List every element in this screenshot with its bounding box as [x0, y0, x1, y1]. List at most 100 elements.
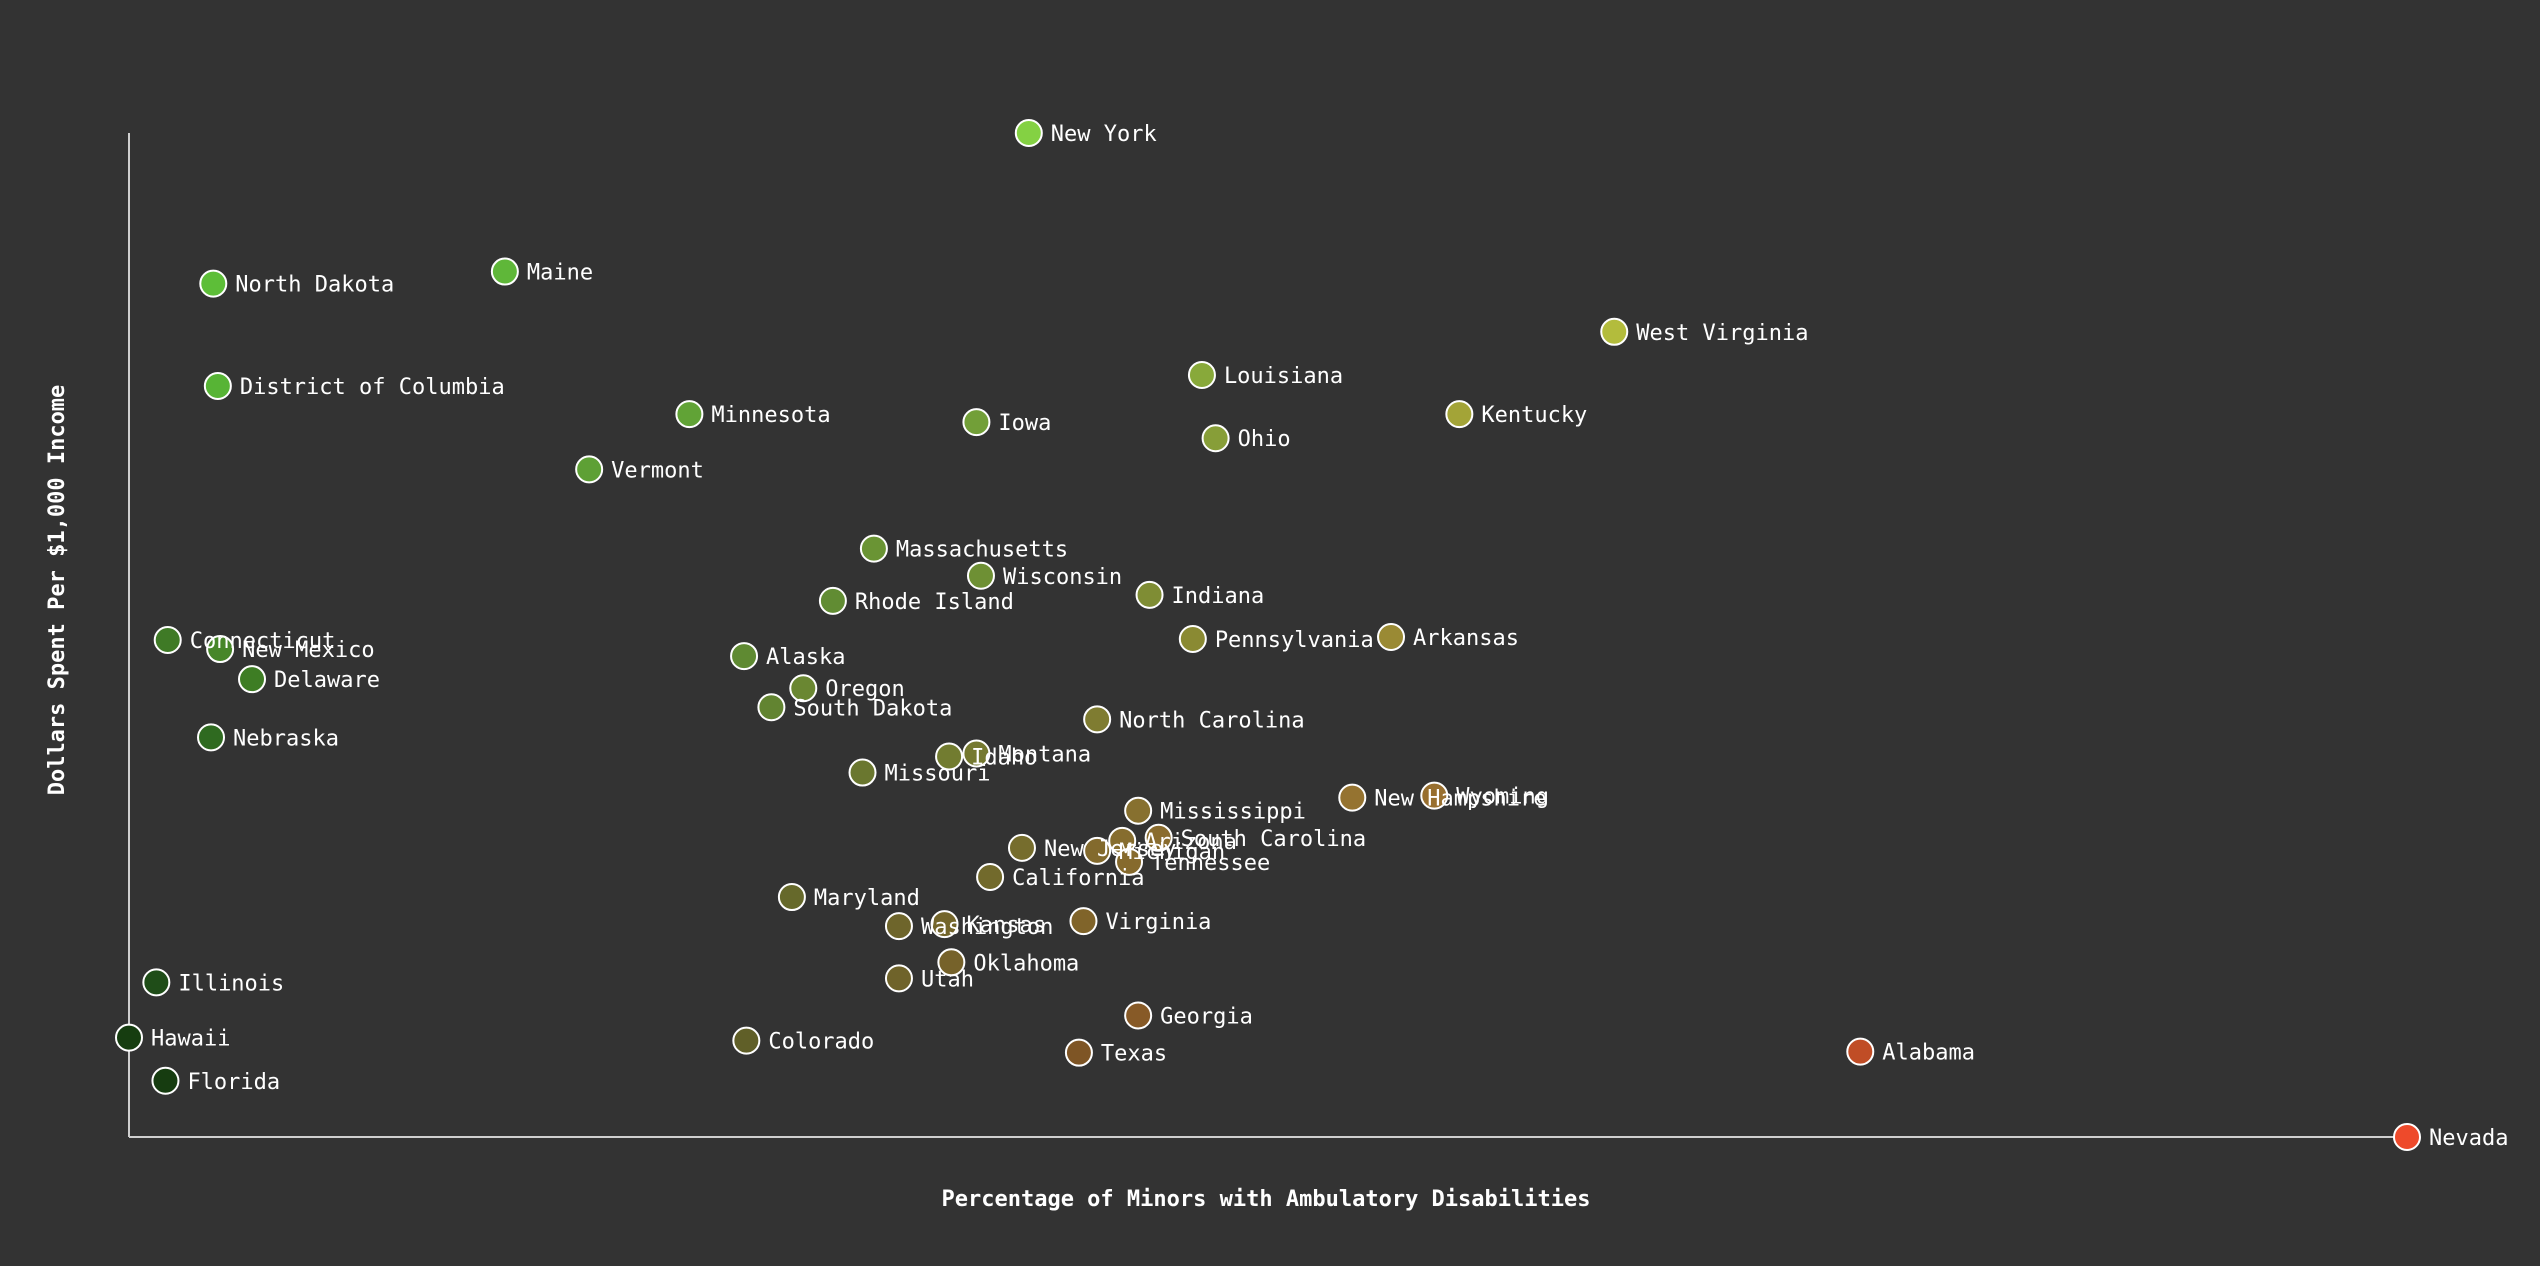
point-new-jersey	[1007, 833, 1036, 862]
label-michigan: Michigan	[1119, 840, 1225, 865]
point-south-carolina	[1144, 823, 1173, 852]
label-rhode-island: Rhode Island	[855, 590, 1014, 615]
point-wisconsin	[966, 561, 995, 590]
label-pennsylvania: Pennsylvania	[1215, 628, 1374, 653]
label-california: California	[1012, 866, 1144, 891]
point-california	[976, 862, 1005, 891]
label-indiana: Indiana	[1172, 584, 1265, 609]
label-district-of-columbia: District of Columbia	[240, 375, 505, 400]
point-massachusetts	[859, 534, 888, 563]
point-new-york	[1014, 119, 1043, 147]
label-illinois: Illinois	[178, 971, 284, 996]
point-pennsylvania	[1178, 625, 1207, 654]
label-louisiana: Louisiana	[1224, 364, 1343, 389]
label-alaska: Alaska	[766, 645, 845, 670]
point-tennessee	[1115, 847, 1144, 876]
label-texas: Texas	[1101, 1042, 1167, 1067]
point-delaware	[238, 665, 267, 694]
label-vermont: Vermont	[611, 458, 704, 483]
point-colorado	[732, 1026, 761, 1055]
point-nebraska	[197, 723, 226, 752]
x-axis-title: Percentage of Minors with Ambulatory Dis…	[941, 1187, 1590, 1212]
point-hawaii	[115, 1023, 143, 1052]
point-washington	[884, 912, 913, 941]
label-florida: Florida	[187, 1070, 280, 1095]
point-alaska	[730, 642, 759, 671]
point-vermont	[575, 455, 604, 484]
point-montana	[962, 739, 991, 768]
label-new-hampshire: New Hampshire	[1374, 787, 1546, 812]
label-alabama: Alabama	[1882, 1041, 1975, 1066]
point-kansas	[930, 910, 959, 939]
label-new-jersey: New Jersey	[1044, 837, 1176, 862]
label-delaware: Delaware	[274, 668, 380, 693]
label-connecticut: Connecticut	[190, 629, 336, 654]
label-massachusetts: Massachusetts	[896, 538, 1068, 563]
point-alabama	[1846, 1037, 1875, 1066]
point-ohio	[1201, 424, 1230, 453]
point-oklahoma	[937, 948, 966, 977]
label-virginia: Virginia	[1105, 910, 1211, 935]
y-axis-title: Dollars Spent Per $1,000 Income	[45, 385, 70, 796]
label-utah: Utah	[921, 967, 974, 992]
point-georgia	[1124, 1001, 1153, 1030]
label-arkansas: Arkansas	[1413, 626, 1519, 651]
label-kansas: Kansas	[967, 913, 1046, 938]
label-ohio: Ohio	[1238, 427, 1291, 452]
label-north-carolina: North Carolina	[1119, 708, 1304, 733]
point-new-hampshire	[1338, 783, 1367, 812]
label-kentucky: Kentucky	[1481, 403, 1587, 428]
point-maine	[490, 257, 519, 286]
point-north-carolina	[1083, 705, 1112, 734]
label-oregon: Oregon	[825, 677, 904, 702]
point-florida	[151, 1066, 180, 1095]
label-hawaii: Hawaii	[151, 1027, 230, 1052]
label-iowa: Iowa	[998, 411, 1051, 436]
point-missouri	[848, 758, 877, 787]
point-new-mexico	[206, 635, 235, 664]
point-south-dakota	[757, 693, 786, 722]
point-illinois	[142, 968, 171, 997]
label-new-mexico: New Mexico	[242, 638, 374, 663]
label-colorado: Colorado	[768, 1030, 874, 1055]
point-district-of-columbia	[203, 372, 232, 401]
point-michigan	[1083, 836, 1112, 865]
label-oklahoma: Oklahoma	[973, 951, 1079, 976]
label-wisconsin: Wisconsin	[1003, 565, 1122, 590]
point-oregon	[789, 674, 818, 703]
label-maine: Maine	[527, 261, 593, 286]
point-utah	[884, 964, 913, 993]
point-rhode-island	[818, 586, 847, 615]
label-minnesota: Minnesota	[711, 403, 830, 428]
label-montana: Montana	[998, 742, 1091, 767]
point-nevada	[2393, 1123, 2421, 1151]
point-connecticut	[153, 626, 182, 655]
data-points	[115, 119, 2421, 1151]
label-west-virginia: West Virginia	[1636, 321, 1808, 346]
point-arkansas	[1377, 623, 1406, 652]
point-kentucky	[1445, 400, 1474, 429]
point-mississippi	[1124, 796, 1153, 825]
label-georgia: Georgia	[1160, 1005, 1253, 1030]
point-idaho	[935, 742, 964, 771]
label-north-dakota: North Dakota	[235, 273, 394, 298]
point-virginia	[1069, 907, 1098, 936]
label-south-dakota: South Dakota	[793, 696, 952, 721]
label-idaho: Idaho	[971, 745, 1037, 770]
axes	[128, 133, 2407, 1138]
point-indiana	[1135, 580, 1164, 609]
label-mississippi: Mississippi	[1160, 800, 1306, 825]
point-louisiana	[1187, 360, 1216, 389]
label-maryland: Maryland	[814, 886, 920, 911]
label-washington: Washington	[921, 915, 1053, 940]
point-west-virginia	[1600, 317, 1629, 346]
point-wyoming	[1420, 781, 1449, 810]
label-wyoming: Wyoming	[1456, 785, 1549, 810]
label-nebraska: Nebraska	[233, 726, 339, 751]
point-minnesota	[675, 400, 704, 429]
point-north-dakota	[199, 269, 228, 298]
label-tennessee: Tennessee	[1151, 851, 1270, 876]
data-labels: New York North Dakota Maine West Virginia Di…	[151, 122, 2508, 1151]
point-texas	[1064, 1038, 1093, 1067]
